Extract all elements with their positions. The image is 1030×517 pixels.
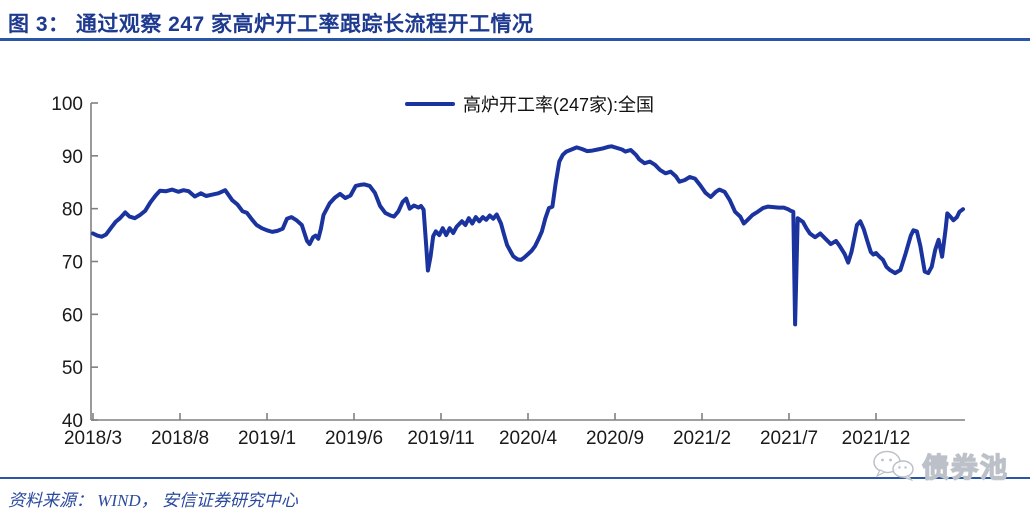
x-tick-label: 2021/7	[760, 428, 818, 449]
footer-divider	[0, 477, 1030, 479]
x-tick-label: 2021/12	[842, 428, 911, 449]
y-tick-label: 40	[62, 411, 83, 432]
x-tick-label: 2020/4	[499, 428, 558, 449]
x-tick-label: 2019/1	[238, 428, 296, 449]
figure-title: 图 3： 通过观察 247 家高炉开工率跟踪长流程开工情况	[8, 13, 534, 36]
y-tick-label: 100	[51, 94, 83, 115]
y-tick-label: 80	[62, 200, 83, 221]
x-tick-label: 2020/9	[586, 428, 644, 449]
title-underline	[0, 38, 1030, 41]
y-tick-label: 60	[62, 305, 83, 326]
x-tick-label: 2019/6	[325, 428, 383, 449]
line-chart: 40 50 60 70 80 90 100 2018/3 2018/8 2019/1 2019/6 2…	[51, 94, 965, 449]
series-line	[91, 144, 965, 327]
y-tick-label: 90	[62, 147, 83, 168]
x-tick-label: 2019/11	[407, 428, 474, 449]
x-tick-label: 2018/8	[151, 428, 209, 449]
x-tick-label: 2021/2	[673, 428, 731, 449]
x-tick-label: 2018/3	[64, 428, 122, 449]
source-note: 资料来源： WIND， 安信证券研究中心	[8, 491, 298, 510]
y-tick-label: 70	[62, 253, 83, 274]
y-tick-label: 50	[62, 358, 83, 379]
chart-legend: 高炉开工率(247家):全国	[405, 91, 654, 117]
legend-label: 高炉开工率(247家):全国	[463, 95, 655, 115]
legend-line-swatch	[405, 102, 455, 106]
